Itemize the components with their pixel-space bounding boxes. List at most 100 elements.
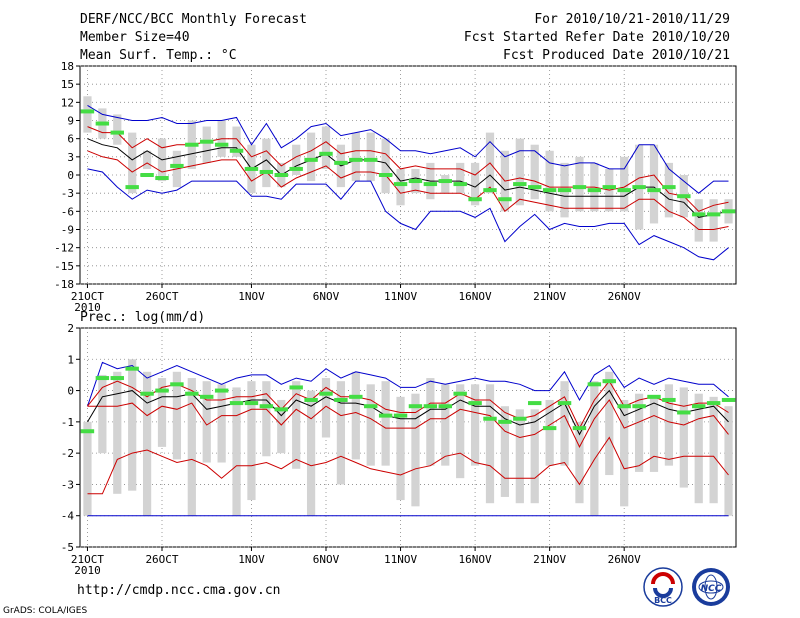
prec-range-bar [679,387,688,488]
prec-x-tick-label: 26NOV [608,553,641,566]
temp-range-bar [441,175,450,194]
temp-x-tick-label: 26NOV [608,290,641,303]
prec-range-bar [113,371,122,494]
temp-median-mark [528,185,542,190]
prec-range-bar [441,384,450,466]
prec-median-mark [334,397,348,402]
prec-range-bar [694,393,703,504]
prec-range-bar [232,387,241,516]
prec-y-tick-label: 2 [67,322,74,335]
prec-median-mark [557,401,572,406]
prec-range-bar [351,371,360,460]
temp-y-tick-label: -3 [61,187,74,200]
prec-median-mark [349,394,363,399]
prec-median-mark [468,401,482,406]
temp-median-mark [602,185,616,190]
prec-median-mark [587,382,602,387]
temp-p90-line [87,126,729,212]
prec-x-tick-label: 21OCT [71,553,104,566]
prec-median-mark [378,413,393,418]
forecast-started-date: Fcst Started Refer Date 2010/10/20 [463,30,730,45]
prec-x-tick-label: 26OCT [145,553,178,566]
temp-mean-line [87,138,729,218]
temp-median-mark [110,130,124,135]
temp-range-bar [366,132,375,182]
temp-range-bar [515,138,524,206]
temp-year-label: 2010 [74,301,101,314]
temp-median-mark [304,157,318,162]
prec-y-tick-label: 0 [67,385,74,398]
prec-range-bar [277,399,286,454]
temp-median-mark [572,185,587,190]
temp-y-tick-label: 9 [67,115,74,128]
forecast-period: For 2010/10/21-2010/11/29 [534,12,730,27]
temp-x-tick-label: 16NOV [459,290,492,303]
temp-median-mark [140,173,154,177]
temp-range-bar [306,132,316,182]
temp-median-mark [438,179,452,184]
temp-y-tick-label: 18 [61,60,74,73]
prec-median-mark [706,401,721,406]
ncc-logo-icon: NCC [692,568,730,606]
prec-y-tick-label: -2 [61,447,74,460]
prec-range-bar [545,399,554,466]
ncc-logo-text: NCC [701,584,722,594]
prec-range-bar [247,381,256,501]
prec-median-mark [721,397,736,402]
temp-range-bar [649,144,659,224]
prec-range-bar [560,381,569,466]
prec-median-mark [259,404,274,409]
prec-median-mark [274,407,288,412]
temp-y-tick-label: 12 [61,96,74,109]
temp-median-mark [214,142,229,147]
source-url[interactable]: http://cmdp.ncc.cma.gov.cn [77,583,281,598]
bcc-logo-icon: BCC [643,567,683,607]
temp-range-bar [83,96,92,133]
temp-x-tick-label: 21OCT [71,290,104,303]
temp-median-mark [632,185,646,190]
prec-median-mark [364,404,378,409]
prec-range-bar [411,393,420,507]
prec-range-bar [470,384,480,466]
prec-range-bar [306,390,316,516]
prec-max-line [87,361,729,407]
prec-range-bar [515,409,524,504]
prec-median-mark [602,379,616,384]
temp-median-mark [483,188,497,193]
temp-median-mark [334,160,348,165]
temp-median-mark [662,185,676,190]
prec-range-bar [98,374,107,454]
prec-median-mark [677,410,691,415]
prec-y-tick-label: -1 [61,416,74,429]
temp-median-mark [170,163,184,168]
temp-x-tick-label: 21NOV [533,290,566,303]
prec-median-mark [140,391,154,396]
prec-range-bar [202,381,211,463]
temp-y-tick-label: -12 [54,242,74,255]
temp-p10-line [87,150,729,230]
temp-median-mark [125,185,139,190]
prec-range-bar [128,359,137,491]
prec-range-bar [605,371,614,476]
prec-range-bar [649,396,659,472]
temp-y-tick-label: -6 [61,205,74,218]
prec-mean-line [87,389,729,436]
prec-range-bar [366,384,375,466]
temp-median-mark [349,157,363,162]
prec-range-bar [485,384,495,504]
prec-median-mark [498,419,512,424]
temp-x-tick-label: 1NOV [238,290,265,303]
temp-median-mark [289,166,303,171]
temp-median-mark [557,188,572,193]
prec-median-mark [662,397,676,402]
prec-median-mark [423,404,438,409]
temp-x-tick-label: 11NOV [384,290,417,303]
member-size: Member Size=40 [80,30,190,45]
temp-median-mark [677,194,691,199]
temp-range-bar [113,114,122,145]
temp-range-bar [128,132,137,194]
prec-range-bar [321,378,331,438]
prec-median-mark [200,394,214,399]
prec-x-tick-label: 21NOV [533,553,566,566]
prec-range-bar [262,381,271,457]
